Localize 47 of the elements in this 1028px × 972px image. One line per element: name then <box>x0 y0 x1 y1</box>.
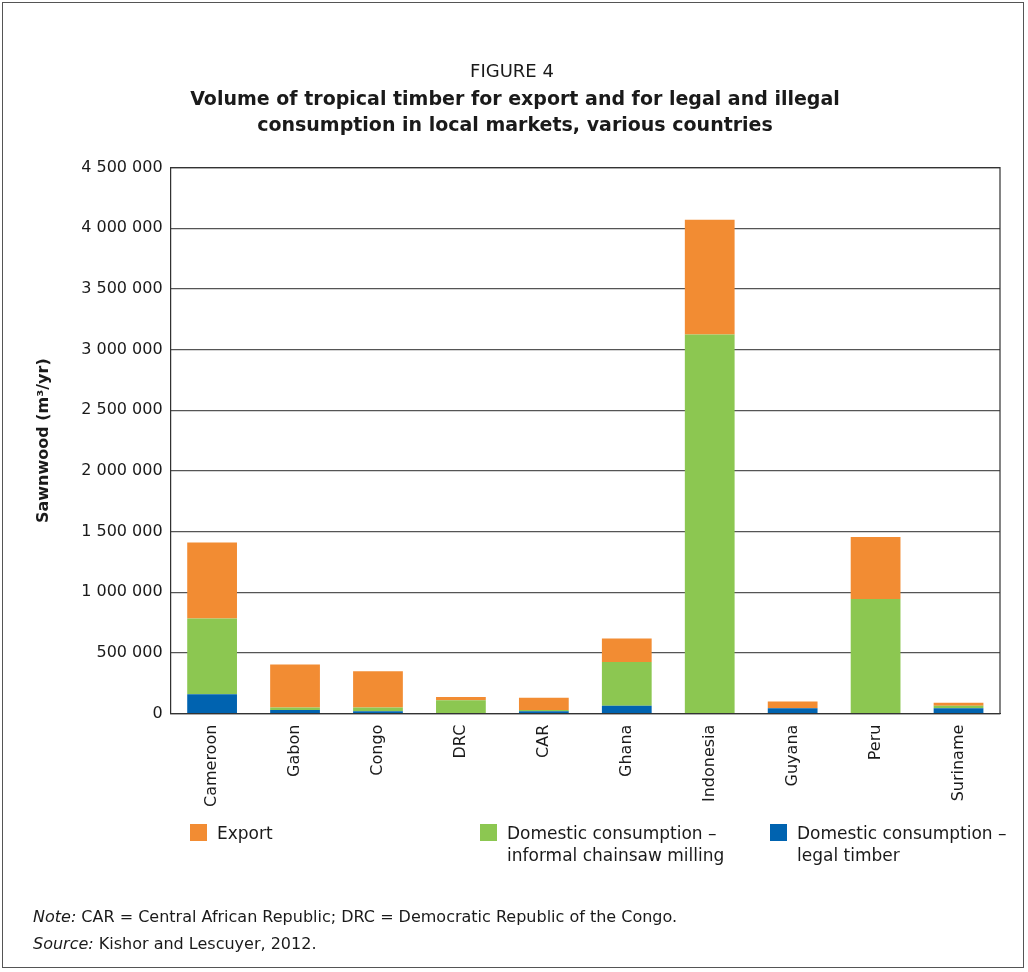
y-tick-label: 0 <box>152 702 163 722</box>
bar <box>436 700 486 714</box>
bar <box>436 697 486 701</box>
x-tick-label: Peru <box>864 724 884 761</box>
chart-subtitle: Volume of tropical timber for export and for legal and illegal consumption in local markets, various countries <box>190 86 840 137</box>
bar <box>601 638 652 663</box>
bar <box>850 598 901 714</box>
y-tick-label: 1 500 000 <box>81 520 163 540</box>
legend-label: Export <box>217 822 273 844</box>
bar <box>187 618 237 695</box>
x-tick-label: Gabon <box>284 724 304 777</box>
y-tick-label: 500 000 <box>96 642 163 662</box>
y-tick-label: 3 000 000 <box>81 338 163 358</box>
bar <box>187 694 237 714</box>
x-tick-label: Congo <box>367 724 387 776</box>
x-tick-label: CAR <box>533 724 552 758</box>
bar <box>270 710 320 714</box>
y-tick-label: 2 500 000 <box>81 399 163 419</box>
legend-label: Domestic consumption – informal chainsaw milling <box>507 822 726 866</box>
y-tick-label: 3 500 000 <box>81 278 163 298</box>
y-tick-label: 4 500 000 <box>81 156 163 176</box>
y-tick-label: 1 000 000 <box>81 581 163 601</box>
x-tick-label: Guyana <box>781 724 801 787</box>
bar <box>767 708 818 714</box>
x-tick-label: Indonesia <box>698 724 718 803</box>
bar <box>601 705 652 714</box>
x-tick-label: Cameroon <box>201 724 221 808</box>
x-tick-label: Suriname <box>947 724 967 802</box>
bar <box>850 537 901 599</box>
bar <box>518 697 569 711</box>
y-axis-title: Sawnwood (m³/yr) <box>32 358 52 523</box>
text: Note: CAR = Central African Republic; DRC = Democratic Republic of the Congo. <box>33 906 678 928</box>
y-tick-label: 2 000 000 <box>81 460 163 480</box>
bar <box>353 671 403 708</box>
bar <box>270 664 320 708</box>
x-tick-label: Ghana <box>615 724 635 777</box>
bar <box>684 334 735 714</box>
legend-label: Domestic consumption – legal timber <box>797 822 1008 866</box>
x-tick-label: DRC <box>450 724 470 759</box>
bar <box>601 662 652 706</box>
source-note: Source: Kishor and Lescuyer, 2012. <box>33 933 318 955</box>
bar <box>933 708 984 714</box>
bar <box>684 219 735 335</box>
chart-title: FIGURE 4 <box>469 60 555 81</box>
bar <box>187 542 237 619</box>
y-tick-label: 4 000 000 <box>81 217 163 237</box>
bar <box>767 701 818 709</box>
